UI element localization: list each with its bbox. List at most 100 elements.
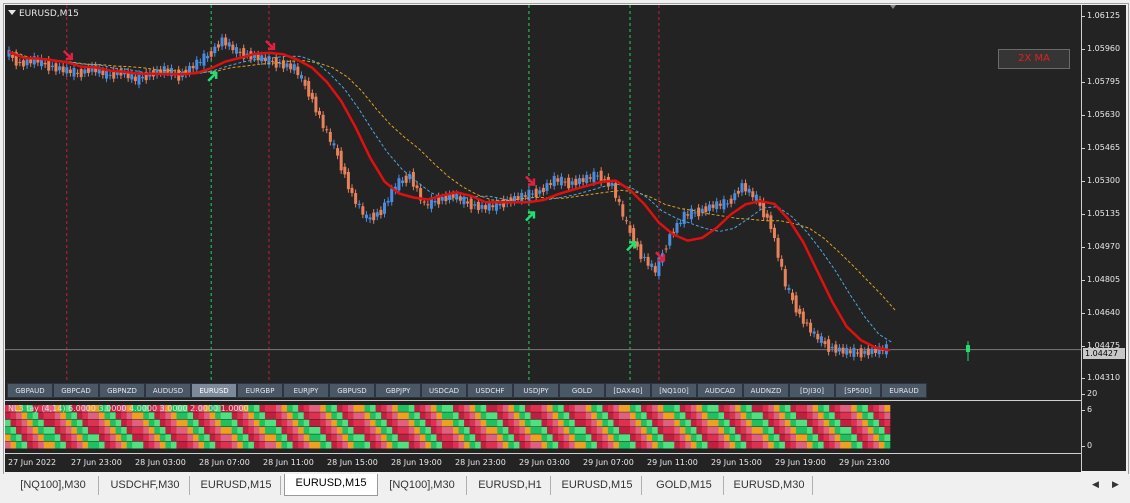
symbol-button-eurjpy[interactable]: EURJPY: [283, 383, 329, 398]
candle-body: [115, 71, 119, 76]
time-axis[interactable]: 27 Jun 2022 27 Jun 23:00 28 Jun 03:00 28 Ju…: [5, 453, 1081, 472]
heatmap-cell: [21, 427, 28, 434]
chart-tab[interactable]: [NQ100],M30: [8, 476, 99, 495]
price-axis[interactable]: 1.04427 1.06125 1.05960 1.05795 1.05630 1.05…: [1081, 5, 1126, 471]
symbol-button-gbpaud[interactable]: GBPAUD: [7, 383, 53, 398]
heatmap-cell: [93, 441, 100, 449]
heatmap-cell: [27, 427, 33, 434]
candle-body: [758, 199, 762, 206]
chart-tab[interactable]: [NQ100],M30: [378, 476, 467, 495]
symbol-button-gold[interactable]: GOLD: [559, 383, 605, 398]
heatmap-cell: [298, 441, 304, 449]
heatmap-cell: [773, 412, 780, 420]
symbol-button-audusd[interactable]: AUDUSD: [145, 383, 191, 398]
heatmap-cell: [49, 419, 56, 427]
candle-body: [271, 60, 275, 62]
candle-body: [726, 203, 730, 205]
heatmap-cell: [547, 419, 553, 427]
symbol-button-usdcad[interactable]: USDCAD: [421, 383, 467, 398]
symbol-button-dax40[interactable]: [DAX40]: [605, 383, 651, 398]
heatmap-cell: [336, 419, 343, 427]
candle-body: [556, 178, 560, 182]
chart-tab[interactable]: USDCHF,M30: [101, 476, 190, 495]
ma-indicator-button[interactable]: 2X MA: [998, 49, 1070, 69]
candle-body: [451, 194, 455, 198]
heatmap-cell: [281, 441, 288, 449]
candle-body: [693, 212, 697, 214]
symbol-button-gbpcad[interactable]: GBPCAD: [53, 383, 99, 398]
heatmap-cell: [270, 441, 277, 449]
heatmap-cell: [115, 434, 122, 442]
chart-tab[interactable]: EURUSD,M15: [192, 476, 281, 495]
candle-body: [845, 347, 849, 355]
chart-shift-marker-icon[interactable]: [890, 5, 896, 9]
symbol-button-audcad[interactable]: AUDCAD: [697, 383, 743, 398]
symbol-button-gbpjpy[interactable]: GBPJPY: [375, 383, 421, 398]
candle-body: [877, 346, 881, 355]
heatmap-cell: [99, 434, 105, 442]
heatmap-cell: [331, 405, 338, 412]
heatmap-cell: [99, 412, 105, 420]
heatmap-cell: [641, 412, 647, 420]
dropdown-triangle-icon[interactable]: [8, 10, 16, 15]
heatmap-cell: [851, 434, 858, 442]
symbol-button-usdchf[interactable]: USDCHF: [467, 383, 513, 398]
heatmap-cell: [392, 441, 399, 449]
symbol-button-sp500[interactable]: [SP500]: [835, 383, 881, 398]
heatmap-cell: [176, 405, 183, 412]
heatmap-cell: [795, 412, 802, 420]
symbol-button-gbpnzd[interactable]: GBPNZD: [99, 383, 145, 398]
heatmap-cell: [176, 427, 183, 434]
heatmap-cell: [779, 412, 786, 420]
chart-tab[interactable]: EURUSD,M30: [726, 476, 813, 495]
heatmap-cell: [342, 405, 349, 412]
heatmap-cell: [524, 441, 531, 449]
heatmap-cell: [878, 427, 885, 434]
heatmap-cell: [21, 412, 28, 420]
heatmap-cell: [486, 419, 493, 427]
symbol-button-euraud[interactable]: EURAUD: [881, 383, 927, 398]
heatmap-cell: [32, 441, 39, 449]
chart-tab[interactable]: EURUSD,H1: [470, 476, 551, 495]
heatmap-cell: [630, 441, 636, 449]
heatmap-cell: [27, 405, 33, 412]
heatmap-cell: [430, 405, 437, 412]
symbol-button-dji30[interactable]: [DJI30]: [789, 383, 835, 398]
tab-scroll-right-icon[interactable]: ▶: [1112, 480, 1119, 490]
heatmap-cell: [204, 427, 210, 434]
chart-tab[interactable]: EURUSD,M15: [553, 476, 642, 495]
price-chart-canvas[interactable]: [5, 5, 1081, 381]
heatmap-cell: [381, 412, 387, 420]
tab-scroll-left-icon[interactable]: ◀: [1092, 480, 1099, 490]
heatmap-cell: [779, 434, 786, 442]
heatmap-cell: [215, 412, 222, 420]
symbol-button-nq100[interactable]: [NQ100]: [651, 383, 697, 398]
indicator-heatmap[interactable]: [5, 400, 1081, 454]
candle-body: [50, 65, 54, 68]
chart-tab[interactable]: GOLD,M15: [645, 476, 724, 495]
heatmap-cell: [165, 427, 172, 434]
heatmap-cell: [182, 441, 188, 449]
heatmap-cell: [740, 405, 747, 412]
heatmap-cell: [690, 441, 697, 449]
candle-body: [361, 206, 365, 215]
symbol-button-usdjpy[interactable]: USDJPY: [513, 383, 559, 398]
symbol-button-audnzd[interactable]: AUDNZD: [743, 383, 789, 398]
heatmap-cell: [784, 412, 791, 420]
candle-body: [426, 204, 430, 206]
heatmap-cell: [607, 412, 614, 420]
chart-tab[interactable]: EURUSD,M15: [284, 474, 378, 496]
symbol-button-gbpusd[interactable]: GBPUSD: [329, 383, 375, 398]
heatmap-cell: [652, 419, 658, 427]
heatmap-cell: [812, 419, 819, 427]
symbol-button-eurgbp[interactable]: EURGBP: [237, 383, 283, 398]
candle-body: [841, 347, 845, 354]
heatmap-cell: [292, 412, 299, 420]
candle-body: [227, 42, 231, 47]
heatmap-cell: [182, 412, 188, 420]
price-chart[interactable]: [5, 5, 1081, 381]
heatmap-cell: [325, 427, 332, 434]
candle-body: [267, 56, 271, 65]
symbol-button-eurusd[interactable]: EURUSD: [191, 383, 237, 398]
candle-body: [29, 59, 33, 64]
